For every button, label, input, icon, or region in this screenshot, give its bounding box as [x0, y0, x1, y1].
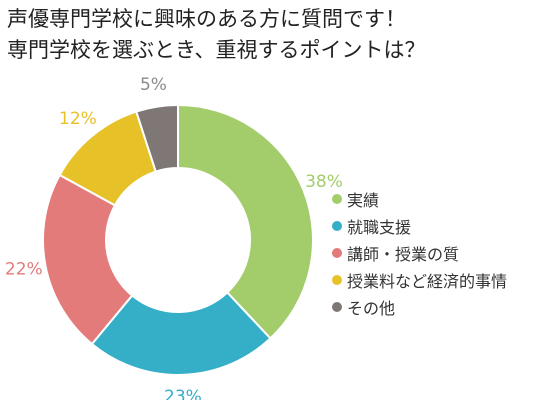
legend-marker-icon: [332, 193, 342, 204]
legend-item-4: その他: [332, 293, 507, 320]
legend-label: 授業料など経済的事情: [347, 271, 508, 291]
legend-item-2: 講師・授業の質: [332, 239, 507, 266]
legend-item-1: 就職支援: [332, 212, 507, 239]
donut-slice-2: [42, 173, 134, 346]
chart-legend: 実績就職支援講師・授業の質授業料など経済的事情 その他: [332, 185, 507, 320]
legend-label: 講師・授業の質: [347, 244, 460, 264]
legend-item-0: 実績: [332, 185, 507, 212]
legend-label: 実績: [347, 190, 380, 210]
legend-item-3: 授業料など経済的事情: [332, 266, 507, 293]
data-label-4: 5%: [140, 75, 167, 95]
legend-label: 就職支援: [347, 217, 412, 237]
chart-title-line-2: 専門学校を選ぶとき、重視するポイントは？: [7, 38, 426, 62]
legend-marker-icon: [332, 301, 342, 312]
data-label-0: 38%: [305, 172, 343, 192]
legend-marker-icon: [332, 220, 342, 231]
data-label-3: 12%: [59, 109, 97, 129]
legend-marker-icon: [332, 274, 342, 285]
data-label-1: 23%: [164, 387, 202, 400]
legend-label: その他: [347, 298, 396, 318]
legend-marker-icon: [332, 247, 342, 258]
donut-slice-0: [177, 103, 314, 340]
donut-slice-1: [90, 291, 272, 376]
data-label-2: 22%: [5, 259, 43, 279]
donut-slice-4: [135, 103, 179, 173]
chart-title-line-1: 声優専門学校に興味のある方に質問です！: [7, 7, 406, 31]
